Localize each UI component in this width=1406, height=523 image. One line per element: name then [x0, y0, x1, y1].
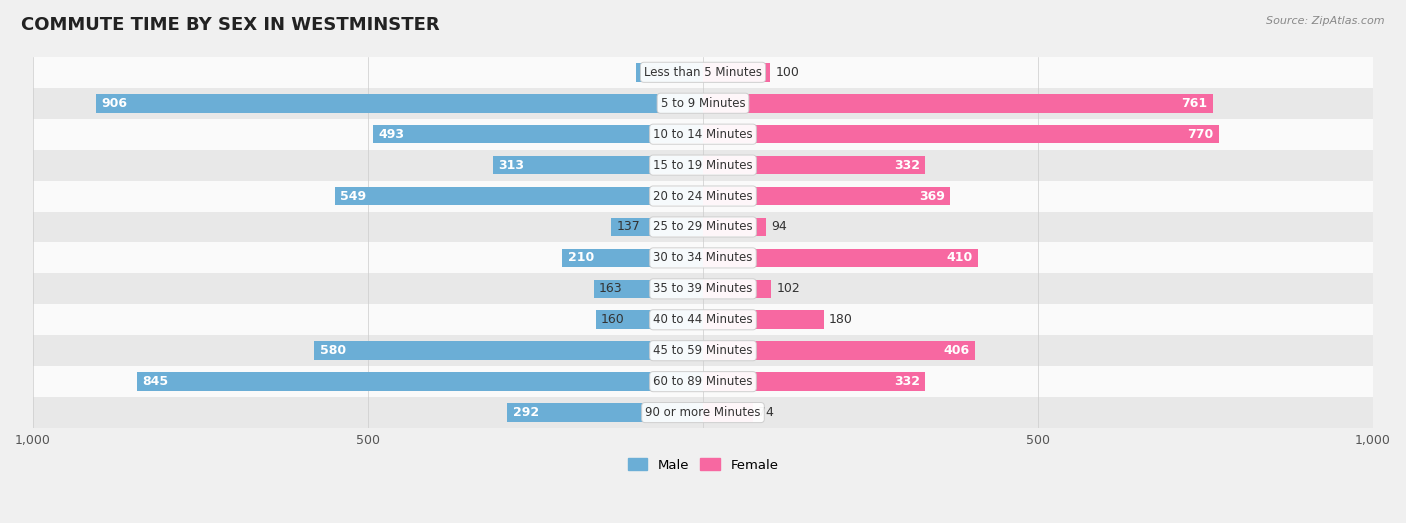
Text: 292: 292: [513, 406, 538, 419]
Bar: [32, 119, 1374, 150]
Text: 40 to 44 Minutes: 40 to 44 Minutes: [654, 313, 752, 326]
Text: 580: 580: [319, 344, 346, 357]
Text: 20 to 24 Minutes: 20 to 24 Minutes: [654, 189, 752, 202]
Text: 761: 761: [1181, 97, 1208, 110]
Text: 45 to 59 Minutes: 45 to 59 Minutes: [654, 344, 752, 357]
Text: 160: 160: [602, 313, 624, 326]
Text: 90 or more Minutes: 90 or more Minutes: [645, 406, 761, 419]
Text: 30 to 34 Minutes: 30 to 34 Minutes: [654, 252, 752, 265]
Text: 100: 100: [641, 66, 665, 79]
Bar: [32, 211, 1374, 243]
Bar: [32, 304, 1374, 335]
Text: 332: 332: [894, 158, 920, 172]
Bar: [315, 342, 703, 360]
Text: Less than 5 Minutes: Less than 5 Minutes: [644, 66, 762, 79]
Bar: [703, 63, 770, 82]
Bar: [32, 57, 1374, 88]
Bar: [508, 403, 703, 422]
Bar: [593, 280, 703, 298]
Text: 137: 137: [617, 221, 640, 233]
Bar: [703, 125, 1219, 143]
Bar: [703, 280, 772, 298]
Text: 35 to 39 Minutes: 35 to 39 Minutes: [654, 282, 752, 295]
Bar: [32, 274, 1374, 304]
Bar: [703, 403, 752, 422]
Bar: [703, 156, 925, 174]
Bar: [703, 94, 1213, 112]
Text: 163: 163: [599, 282, 623, 295]
Text: 410: 410: [946, 252, 973, 265]
Legend: Male, Female: Male, Female: [623, 453, 783, 477]
Bar: [136, 372, 703, 391]
Text: 74: 74: [758, 406, 773, 419]
Bar: [562, 248, 703, 267]
Bar: [636, 63, 703, 82]
Bar: [32, 366, 1374, 397]
Text: 493: 493: [378, 128, 404, 141]
Text: 210: 210: [568, 252, 593, 265]
Bar: [596, 311, 703, 329]
Bar: [335, 187, 703, 206]
Text: 100: 100: [775, 66, 799, 79]
Text: 60 to 89 Minutes: 60 to 89 Minutes: [654, 375, 752, 388]
Bar: [612, 218, 703, 236]
Text: 180: 180: [830, 313, 853, 326]
Bar: [32, 150, 1374, 180]
Text: 369: 369: [920, 189, 945, 202]
Text: 94: 94: [772, 221, 787, 233]
Text: 102: 102: [776, 282, 800, 295]
Bar: [32, 88, 1374, 119]
Text: 406: 406: [943, 344, 970, 357]
Bar: [32, 335, 1374, 366]
Text: 906: 906: [101, 97, 128, 110]
Bar: [703, 342, 974, 360]
Text: 313: 313: [499, 158, 524, 172]
Text: 845: 845: [142, 375, 169, 388]
Text: 332: 332: [894, 375, 920, 388]
Bar: [703, 248, 977, 267]
Bar: [703, 218, 766, 236]
Bar: [32, 397, 1374, 428]
Text: 549: 549: [340, 189, 367, 202]
Text: COMMUTE TIME BY SEX IN WESTMINSTER: COMMUTE TIME BY SEX IN WESTMINSTER: [21, 16, 440, 33]
Bar: [96, 94, 703, 112]
Text: 25 to 29 Minutes: 25 to 29 Minutes: [654, 221, 752, 233]
Text: Source: ZipAtlas.com: Source: ZipAtlas.com: [1267, 16, 1385, 26]
Bar: [703, 372, 925, 391]
Text: 15 to 19 Minutes: 15 to 19 Minutes: [654, 158, 752, 172]
Bar: [32, 243, 1374, 274]
Bar: [494, 156, 703, 174]
Text: 10 to 14 Minutes: 10 to 14 Minutes: [654, 128, 752, 141]
Text: 5 to 9 Minutes: 5 to 9 Minutes: [661, 97, 745, 110]
Bar: [703, 187, 950, 206]
Bar: [703, 311, 824, 329]
Bar: [373, 125, 703, 143]
Text: 770: 770: [1187, 128, 1213, 141]
Bar: [32, 180, 1374, 211]
